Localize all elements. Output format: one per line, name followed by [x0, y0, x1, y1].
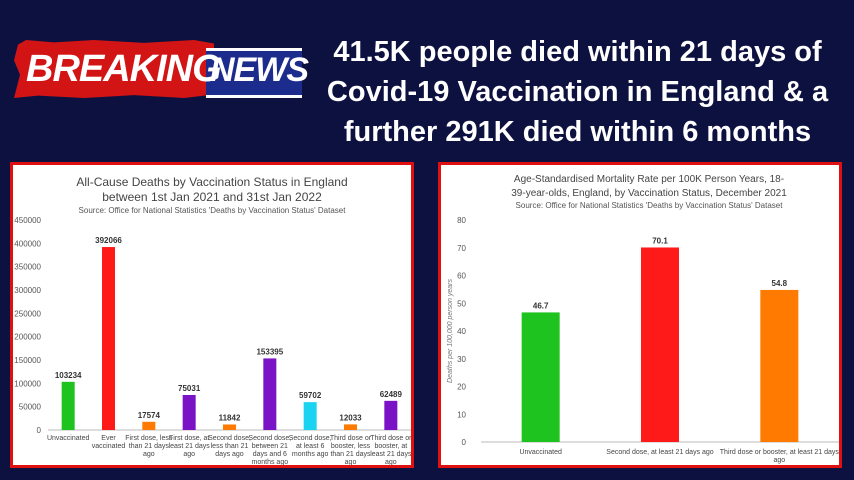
x-category-label: months ago	[292, 451, 329, 458]
x-category-label: ago	[183, 451, 195, 458]
x-category-label: ago	[773, 457, 785, 464]
bar-value-label: 103234	[55, 371, 82, 380]
x-category-label: Second dose,	[289, 435, 332, 442]
x-category-label: days ago	[215, 451, 244, 458]
x-category-label: First dose, at	[169, 435, 210, 442]
y-tick-label: 100000	[14, 379, 41, 388]
y-tick-label: 300000	[14, 286, 41, 295]
headline-line-2: Covid-19 Vaccination in England & a	[326, 76, 829, 108]
bar-value-label: 46.7	[533, 301, 549, 310]
bar	[182, 394, 196, 430]
bar-value-label: 17574	[138, 411, 161, 420]
y-tick-label: 450000	[14, 216, 41, 225]
y-tick-label: 10	[457, 410, 466, 419]
bar-value-label: 70.1	[652, 236, 668, 245]
banner-blue-box	[206, 48, 302, 98]
x-category-label: between 21	[252, 443, 288, 450]
x-category-label: Unvaccinated	[47, 435, 90, 442]
y-tick-label: 70	[457, 244, 466, 253]
y-tick-label: 50	[457, 299, 466, 308]
bar	[384, 400, 398, 430]
y-tick-label: 400000	[14, 239, 41, 248]
bar-value-label: 153395	[256, 347, 283, 356]
y-axis-label: Deaths per 100,000 person years	[447, 279, 454, 383]
x-category-label: at least 6	[296, 443, 325, 450]
bar-value-label: 59702	[299, 391, 322, 400]
y-tick-label: 0	[462, 438, 467, 447]
all-cause-deaths-chart: All-Cause Deaths by Vaccination Status i…	[14, 175, 411, 465]
bar	[142, 421, 156, 430]
mortality-rate-chart: Age-Standardised Mortality Rate per 100K…	[447, 174, 839, 464]
x-category-label: vaccinated	[92, 443, 126, 450]
banner-word-breaking: BREAKING	[26, 48, 222, 90]
bar-value-label: 54.8	[772, 279, 788, 288]
chart-title: Age-Standardised Mortality Rate per 100K…	[514, 174, 784, 185]
bar	[263, 358, 277, 430]
headline-line-3: further 291K died within 6 months	[343, 116, 812, 148]
breaking-news-banner: BREAKING NEWS	[14, 40, 309, 98]
bar	[102, 247, 115, 430]
x-category-label: least 21 days	[169, 443, 211, 450]
headline-line-1: 41.5K people died within 21 days of	[333, 36, 822, 68]
bar-value-label: 12033	[339, 413, 362, 422]
x-category-label: Second dose, at least 21 days ago	[606, 449, 714, 456]
x-category-label: booster, less	[331, 443, 371, 450]
x-category-label: than 21 days	[129, 443, 170, 450]
x-category-label: days and 6	[253, 451, 287, 458]
x-category-label: Unvaccinated	[519, 449, 562, 456]
y-tick-label: 40	[457, 327, 466, 336]
y-tick-label: 200000	[14, 333, 41, 342]
x-category-label: than 21 days	[330, 451, 371, 458]
x-category-label: least 21 days	[370, 451, 411, 458]
y-tick-label: 250000	[14, 309, 41, 318]
x-category-label: Third dose or	[370, 435, 411, 442]
y-tick-label: 150000	[14, 356, 41, 365]
y-tick-label: 0	[37, 426, 42, 435]
bar-value-label: 62489	[380, 390, 403, 399]
headline: 41.5K people died within 21 days of Covi…	[305, 32, 850, 152]
x-category-label: ago	[385, 459, 397, 465]
bar	[61, 381, 75, 430]
bar	[303, 402, 317, 430]
bar	[760, 289, 799, 442]
bar-value-label: 75031	[178, 384, 201, 393]
x-category-label: Second dose,	[208, 435, 251, 442]
chart-panel-all-cause-deaths: All-Cause Deaths by Vaccination Status i…	[10, 162, 414, 468]
bar	[223, 424, 236, 430]
x-category-label: ago	[345, 459, 357, 465]
x-category-label: Ever	[101, 435, 116, 442]
chart-subtitle: Source: Office for National Statistics '…	[79, 206, 347, 215]
bar-value-label: 11842	[219, 413, 241, 422]
x-category-label: First dose, less	[125, 435, 173, 442]
bar	[521, 312, 560, 442]
x-category-label: booster, at	[374, 443, 407, 450]
chart-title-line-2: between 1st Jan 2021 and 31st Jan 2022	[102, 190, 322, 204]
banner-red-splash	[14, 40, 214, 98]
x-category-label: less than 21	[211, 443, 249, 450]
chart-subtitle: Source: Office for National Statistics '…	[516, 201, 784, 210]
y-tick-label: 80	[457, 216, 466, 225]
bar	[641, 247, 679, 442]
bar	[344, 424, 357, 430]
chart-title: All-Cause Deaths by Vaccination Status i…	[76, 175, 347, 189]
x-category-label: Second dose,	[248, 435, 291, 442]
y-tick-label: 30	[457, 355, 466, 364]
y-tick-label: 60	[457, 272, 466, 281]
y-tick-label: 20	[457, 383, 466, 392]
y-tick-label: 350000	[14, 263, 41, 272]
y-tick-label: 50000	[19, 403, 42, 412]
x-category-label: months ago	[252, 459, 289, 465]
chart-title-line-2: 39-year-olds, England, by Vaccination St…	[511, 188, 787, 199]
banner-word-news: NEWS	[210, 51, 309, 89]
x-category-label: ago	[143, 451, 155, 458]
chart-panel-mortality-rate: Age-Standardised Mortality Rate per 100K…	[438, 162, 842, 468]
bar-value-label: 392066	[95, 236, 122, 245]
x-category-label: Third dose or	[330, 435, 372, 442]
x-category-label: Third dose or booster, at least 21 days	[720, 449, 839, 456]
